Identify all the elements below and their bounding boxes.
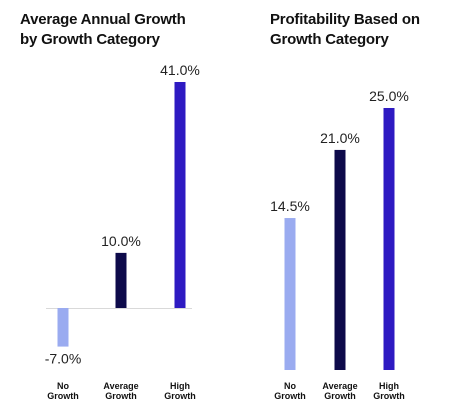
chart-1-bar-1 bbox=[334, 149, 346, 370]
chart-1-bar-2 bbox=[383, 108, 395, 370]
chart-1-value-label-2: 25.0% bbox=[369, 88, 409, 104]
chart-1-value-label-1: 21.0% bbox=[320, 130, 360, 146]
chart-0-value-label-2: 41.0% bbox=[160, 62, 200, 78]
chart-title-profitability: Profitability Based on Growth Category bbox=[270, 10, 460, 50]
chart-title-profitability-line1: Profitability Based on bbox=[270, 11, 420, 28]
chart-1-category-label-0-line1: No bbox=[284, 381, 296, 391]
chart-title-growth: Average Annual Growth by Growth Category bbox=[20, 10, 220, 50]
chart-0-category-label-0-line1: No bbox=[57, 381, 69, 391]
chart-1-bar-0 bbox=[284, 218, 296, 370]
chart-0-bar-2 bbox=[174, 82, 186, 308]
chart-1-category-label-0-line2: Growth bbox=[274, 391, 306, 401]
chart-0-value-label-1: 10.0% bbox=[101, 233, 141, 249]
chart-0-bar-0 bbox=[57, 308, 69, 347]
chart-0-category-label-0-line2: Growth bbox=[47, 391, 79, 401]
chart-title-growth-line2: by Growth Category bbox=[20, 31, 160, 48]
chart-0-category-label-2-line2: Growth bbox=[164, 391, 196, 401]
chart-0-bar-1 bbox=[115, 252, 127, 308]
chart-1-category-label-1-line1: Average bbox=[322, 381, 357, 391]
chart-1-category-label-1-line2: Growth bbox=[324, 391, 356, 401]
chart-1-category-label-2-line2: Growth bbox=[373, 391, 405, 401]
chart-1-value-label-0: 14.5% bbox=[270, 198, 310, 214]
chart-title-growth-line1: Average Annual Growth bbox=[20, 11, 186, 28]
chart-title-profitability-line2: Growth Category bbox=[270, 31, 389, 48]
chart-1-category-label-2-line1: High bbox=[379, 381, 399, 391]
chart-0-category-label-1-line2: Growth bbox=[105, 391, 137, 401]
chart-0-category-label-2-line1: High bbox=[170, 381, 190, 391]
chart-0-value-label-0: -7.0% bbox=[45, 351, 82, 367]
chart-0-category-label-1-line1: Average bbox=[103, 381, 138, 391]
